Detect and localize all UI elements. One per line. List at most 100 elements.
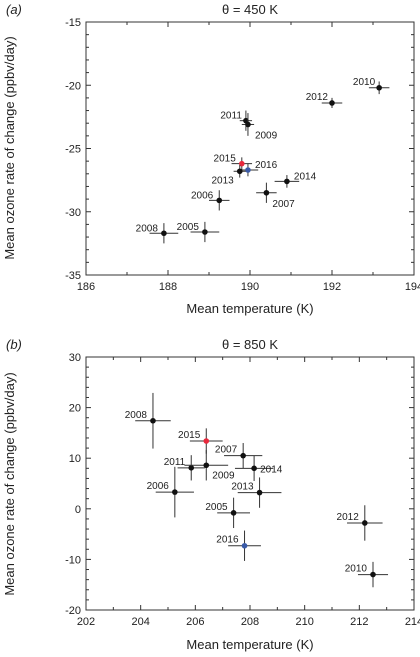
point-label: 2009 xyxy=(212,470,235,481)
y-tick-label: -20 xyxy=(65,80,81,92)
data-point-2011: 2011 xyxy=(220,110,253,131)
point-marker xyxy=(362,520,368,526)
x-tick-label: 208 xyxy=(241,616,259,628)
point-label: 2007 xyxy=(215,445,238,456)
point-marker xyxy=(241,542,248,549)
point-label: 2013 xyxy=(212,175,235,186)
point-label: 2006 xyxy=(191,190,214,201)
data-point-2008: 2008 xyxy=(136,223,179,244)
point-marker xyxy=(284,178,290,185)
y-tick-label: -25 xyxy=(65,144,81,156)
y-tick-label: -10 xyxy=(65,554,81,566)
x-tick-label: 192 xyxy=(323,281,341,293)
data-point-2008: 2008 xyxy=(125,392,171,449)
y-tick-label: 10 xyxy=(69,453,81,465)
point-label: 2006 xyxy=(147,481,170,492)
point-marker xyxy=(203,462,210,469)
panel-b-ticks: 202 204 206 208 210 212 214 -20 -10 0 10 20 30 xyxy=(65,352,420,628)
data-point-2007: 2007 xyxy=(256,182,295,210)
panel-a: (a) θ = 450 K 186 188 190 192 194 -35 -30 -25 -2… xyxy=(2,2,420,316)
data-point-2010: 2010 xyxy=(353,77,390,95)
point-marker xyxy=(245,121,251,128)
data-point-2012: 2012 xyxy=(306,92,343,109)
point-marker xyxy=(251,465,257,472)
point-label: 2016 xyxy=(255,160,278,171)
x-tick-label: 204 xyxy=(131,616,149,628)
x-tick-label: 210 xyxy=(295,616,313,628)
x-tick-label: 212 xyxy=(350,616,368,628)
panel-a-y-axis-label: Mean ozone rate of change (ppbv/day) xyxy=(2,36,17,259)
point-label: 2005 xyxy=(177,222,200,233)
y-tick-label: 0 xyxy=(75,504,81,516)
point-marker xyxy=(202,229,208,235)
panel-b: (b) θ = 850 K 202 204 206 208 210 212 214 -20 -1… xyxy=(2,337,420,652)
x-tick-label: 186 xyxy=(77,281,95,293)
point-label: 2009 xyxy=(255,130,278,141)
point-label: 2016 xyxy=(216,535,239,546)
panel-b-x-axis-label: Mean temperature (K) xyxy=(186,637,313,652)
data-point-2015: 2015 xyxy=(178,428,223,454)
x-tick-label: 202 xyxy=(77,616,95,628)
point-label: 2008 xyxy=(136,223,159,234)
panel-b-label: (b) xyxy=(6,337,22,352)
point-label: 2012 xyxy=(337,512,360,523)
data-point-2014: 2014 xyxy=(234,455,283,481)
data-point-2013: 2013 xyxy=(212,164,246,186)
point-label: 2015 xyxy=(178,430,201,441)
data-point-2006: 2006 xyxy=(147,466,194,518)
data-point-2009: 2009 xyxy=(241,113,278,141)
panel-a-title: θ = 450 K xyxy=(222,2,278,17)
x-tick-label: 214 xyxy=(405,616,420,628)
data-point-2009: 2009 xyxy=(184,450,235,481)
point-label: 2007 xyxy=(272,199,295,210)
panel-a-ticks: 186 188 190 192 194 -35 -30 -25 -20 -15 xyxy=(65,17,420,293)
point-marker xyxy=(245,167,251,173)
y-tick-label: -30 xyxy=(65,207,81,219)
point-marker xyxy=(256,489,263,496)
point-marker xyxy=(188,465,195,471)
point-label: 2008 xyxy=(125,410,148,421)
point-marker xyxy=(230,510,237,516)
data-point-2011: 2011 xyxy=(164,455,205,481)
panel-a-x-axis-label: Mean temperature (K) xyxy=(186,301,313,316)
point-label: 2011 xyxy=(220,111,242,122)
point-label: 2011 xyxy=(164,457,186,468)
data-point-2012: 2012 xyxy=(337,505,383,541)
y-tick-label: -15 xyxy=(65,17,81,29)
data-point-2006: 2006 xyxy=(191,190,230,211)
point-marker xyxy=(216,197,223,204)
y-tick-label: 30 xyxy=(69,352,81,364)
point-marker xyxy=(376,84,382,91)
point-marker xyxy=(370,571,376,578)
point-marker xyxy=(329,100,335,106)
point-marker xyxy=(161,230,167,237)
x-tick-label: 194 xyxy=(405,281,420,293)
point-marker xyxy=(172,489,178,495)
point-label: 2012 xyxy=(306,92,329,103)
x-tick-label: 188 xyxy=(159,281,177,293)
point-label: 2013 xyxy=(231,482,254,493)
y-tick-label: 20 xyxy=(69,403,81,415)
y-tick-label: -20 xyxy=(65,605,81,617)
data-point-2015: 2015 xyxy=(214,154,253,171)
panel-b-title: θ = 850 K xyxy=(222,337,278,352)
point-marker xyxy=(203,438,210,444)
point-label: 2014 xyxy=(294,171,317,182)
point-marker xyxy=(263,189,270,196)
data-point-2010: 2010 xyxy=(345,561,389,588)
point-marker xyxy=(236,168,243,175)
y-tick-label: -35 xyxy=(65,270,81,282)
point-marker xyxy=(239,160,245,167)
data-point-2016: 2016 xyxy=(216,530,261,561)
data-point-2005: 2005 xyxy=(177,221,220,243)
point-label: 2010 xyxy=(353,77,376,88)
x-tick-label: 206 xyxy=(186,616,204,628)
panel-a-label: (a) xyxy=(6,2,22,17)
point-marker xyxy=(150,417,156,424)
data-point-2005: 2005 xyxy=(205,497,250,529)
data-point-2007: 2007 xyxy=(215,443,263,469)
point-label: 2005 xyxy=(205,502,228,513)
panel-a-plot-frame xyxy=(85,21,415,276)
panel-b-y-axis-label: Mean ozone rate of change (ppbv/day) xyxy=(2,372,17,595)
